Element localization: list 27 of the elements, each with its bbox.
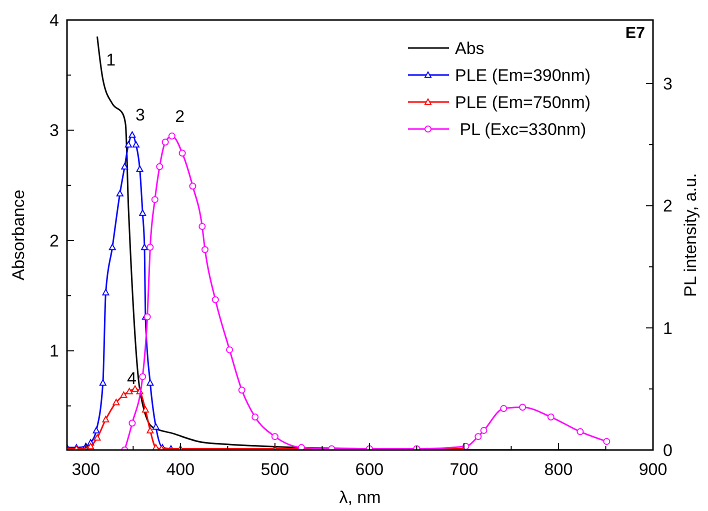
x-tick-label: 500 <box>260 460 290 479</box>
x-tick-label: 900 <box>638 460 668 479</box>
legend-label: PL (Exc=330nm) <box>455 120 586 139</box>
x-tick-label: 700 <box>450 460 478 479</box>
annotation: 3 <box>135 106 145 125</box>
x-tick-label: 600 <box>355 460 384 479</box>
y-axis-title: Absorbance <box>9 190 28 280</box>
annotation: 2 <box>175 106 185 126</box>
y-tick-label: 2 <box>50 231 59 250</box>
legend-label: PLE (Em=750nm) <box>455 92 591 112</box>
annotation: 4 <box>126 369 136 388</box>
y2-tick-label: 1 <box>663 318 672 338</box>
annotation: E7 <box>625 25 646 42</box>
y2-tick-label: 2 <box>663 196 672 216</box>
x-tick-label: 800 <box>544 460 573 479</box>
legend-label: Abs <box>455 38 484 58</box>
x-axis-title: λ, nm <box>339 488 381 507</box>
y2-axis-title: PL intensity, a.u. <box>681 173 700 297</box>
annotation: 1 <box>106 50 116 70</box>
y-tick-label: 1 <box>50 342 59 361</box>
y2-tick-label: 3 <box>663 74 672 94</box>
x-tick-label: 300 <box>72 460 100 479</box>
y-tick-label: 4 <box>50 10 59 30</box>
x-tick-label: 400 <box>166 460 195 479</box>
y2-tick-label: 0 <box>663 440 672 460</box>
legend-label: PLE (Em=390nm) <box>455 66 591 85</box>
y-tick-label: 3 <box>50 121 59 140</box>
